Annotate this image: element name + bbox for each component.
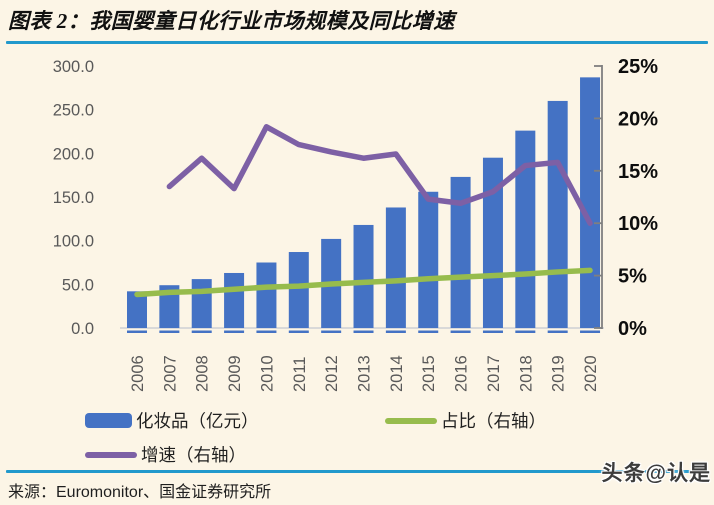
x-axis-label: 2020 [582,355,600,392]
growth-line [166,124,593,226]
bar-base-tick [288,330,309,333]
bar-base-tick [547,330,568,333]
market-chart: 300.0 250.0 200.0 150.0 100.0 50.0 0.0 25% 20% 15… [53,56,659,392]
bar [127,291,147,328]
bar [385,207,406,328]
bar [580,77,601,328]
bar [418,191,439,328]
watermark: 头条@认是 [601,462,711,485]
x-axis-label: 2018 [517,355,535,392]
bar [159,285,180,328]
bar [450,176,471,328]
bar [288,252,309,328]
left-axis-label: 100.0 [53,233,94,251]
bar [515,130,536,328]
title-divider [6,41,708,44]
x-axis-label: 2008 [194,355,212,392]
x-axis-labels: 2006 2007 2008 2009 2010 2011 2012 2013 2014 2015… [129,355,600,392]
x-axis-label: 2007 [161,355,179,392]
legend-item-share: 占比（右轴） [385,408,546,433]
bar [224,272,245,328]
chart-title: 图表 2：我国婴童日化行业市场规模及同比增速 [8,9,455,33]
left-axis-label: 50.0 [62,276,94,294]
legend-label-cosmetics: 化妆品（亿元） [136,411,259,431]
bar-base-tick [515,330,536,333]
bar-base-tick [450,330,471,333]
left-axis-label: 300.0 [53,58,94,76]
bar-base-tick [385,330,406,333]
right-axis [594,65,603,329]
bar [482,157,503,328]
left-axis-label: 0.0 [71,320,94,338]
legend-label-growth: 增速（右轴） [141,445,246,465]
x-axis-label: 2006 [129,355,147,392]
left-axis-label: 150.0 [53,189,94,207]
source-note: 来源：Euromonitor、国金证券研究所 [8,484,272,501]
right-axis-label: 15% [618,161,658,183]
legend-item-cosmetics: 化妆品（亿元） [85,408,259,433]
x-axis-label: 2012 [323,355,341,392]
bar-base-tick [224,330,245,333]
bar-base-tick [256,330,277,333]
bar [547,100,568,328]
growth-line-swatch [85,451,137,458]
bar-base-tick [353,330,374,333]
bar-base-tick [580,330,601,333]
bar [353,224,374,328]
x-axis-label: 2015 [420,355,438,392]
bar-base-tick [482,330,503,333]
x-axis-label: 2011 [291,357,309,392]
bar-series-swatch [85,413,132,428]
bar-base-tick [191,330,212,333]
share-line [134,267,593,298]
left-axis-labels: 300.0 250.0 200.0 150.0 100.0 50.0 0.0 [53,58,94,338]
x-axis-label: 2016 [453,355,471,392]
x-axis-label: 2010 [258,355,276,392]
x-axis-label: 2009 [226,355,244,392]
x-axis-label: 2019 [550,355,568,392]
x-axis-label: 2013 [356,355,374,392]
footer-divider [6,470,708,473]
left-axis-label: 200.0 [53,145,94,163]
right-axis-label: 10% [618,213,658,235]
bar [256,262,277,328]
right-axis-label: 20% [618,108,658,130]
share-line-swatch [385,417,437,424]
bar [191,279,212,328]
bar-base-tick [127,330,147,333]
bar-base-tick [418,330,439,333]
bar-base-tick [321,330,342,333]
right-axis-label: 25% [618,56,658,78]
x-axis-label: 2017 [485,355,503,392]
left-axis-label: 250.0 [53,102,94,120]
right-axis-labels: 25% 20% 15% 10% 5% 0% [618,56,658,340]
bars-group [127,77,601,333]
bar-base-tick [159,330,180,333]
legend-label-share: 占比（右轴） [441,411,546,431]
right-axis-label: 5% [618,266,647,288]
legend-item-growth: 增速（右轴） [85,442,246,467]
x-axis-label: 2014 [388,355,406,392]
right-axis-label: 0% [618,318,647,340]
